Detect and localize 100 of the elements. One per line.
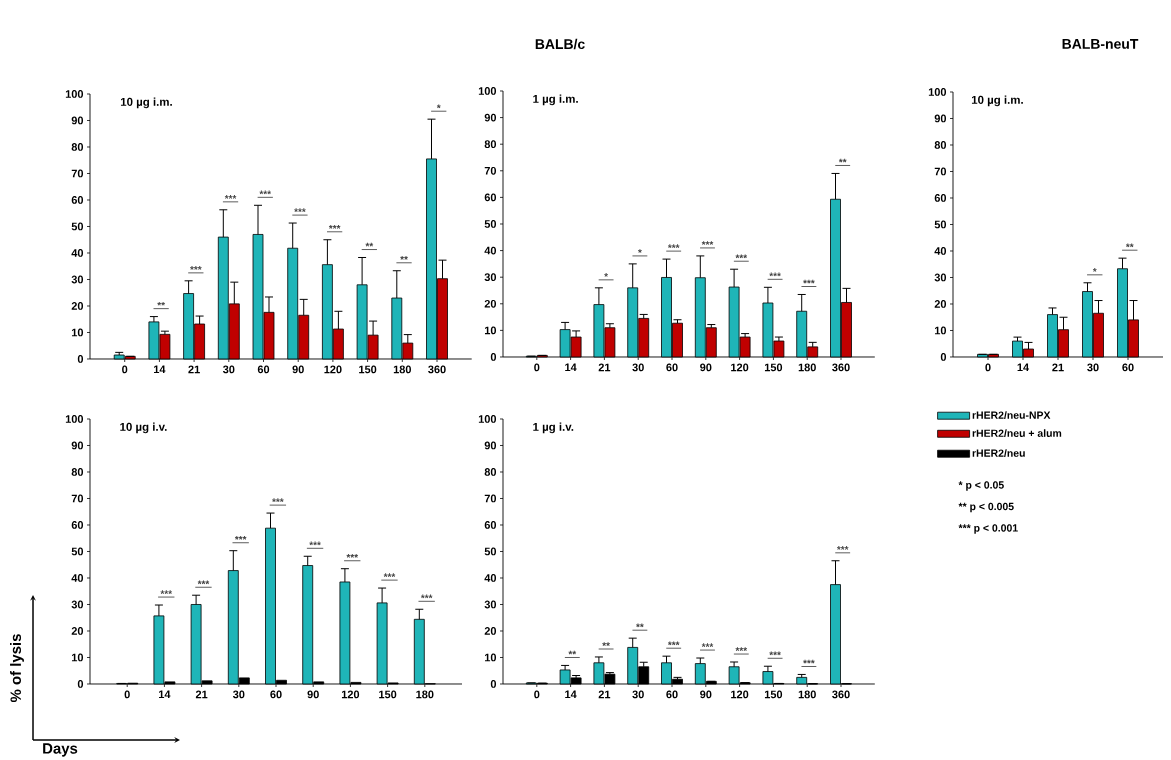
annotation: *** [294, 208, 306, 213]
y-tick-label: 90 [71, 116, 84, 125]
annotation: *** [234, 535, 247, 540]
y-tick-label: 70 [71, 494, 84, 503]
x-tick-label: 90 [700, 690, 712, 699]
annotation: *** [346, 554, 359, 558]
annotation: *** [272, 498, 284, 503]
annotation: ** [365, 242, 374, 247]
y-tick-label: 90 [71, 441, 84, 450]
x-tick-label: 14 [1017, 363, 1030, 372]
x-tick-label: 14 [159, 690, 171, 699]
y-tick-label: 50 [934, 220, 947, 229]
x-tick-label: 120 [341, 690, 360, 699]
y-tick-label: 0 [77, 680, 84, 688]
x-tick-label: 0 [534, 690, 540, 699]
annotation: *** [190, 266, 202, 270]
y-tick-label: 60 [934, 194, 947, 202]
annotation: *** [735, 254, 748, 259]
text: *** p < 0.001 [958, 524, 1018, 534]
y-tick-label: 70 [484, 494, 497, 503]
y-tick-label: 0 [490, 680, 497, 688]
annotation: *** [667, 641, 680, 646]
y-tick-label: 10 [934, 326, 947, 335]
annotation: *** [420, 594, 433, 599]
x-tick-label: 30 [232, 690, 245, 699]
x-tick-label: 360 [428, 365, 446, 374]
y-tick-label: 30 [484, 600, 497, 609]
x-tick-label: 180 [798, 363, 816, 372]
x-axis-title: Days [43, 743, 78, 757]
x-tick-label: 150 [764, 363, 783, 372]
annotation: *** [836, 546, 849, 550]
y-tick-label: 70 [484, 166, 497, 175]
y-tick-label: 10 [71, 328, 84, 337]
y-tick-label: 70 [71, 169, 84, 178]
y-tick-label: 100 [478, 415, 497, 423]
x-tick-label: 21 [598, 690, 611, 699]
annotation: *** [803, 659, 815, 664]
x-tick-label: 0 [122, 365, 128, 374]
x-tick-label: 30 [632, 690, 644, 699]
x-tick-label: 120 [324, 365, 342, 374]
y-tick-label: 90 [934, 114, 947, 123]
y-tick-label: 80 [71, 143, 84, 151]
x-tick-label: 360 [832, 363, 850, 372]
x-tick-label: 150 [359, 365, 377, 374]
y-tick-label: 20 [484, 627, 497, 635]
chart-title: 10 µg i.m. [120, 97, 172, 109]
x-tick-label: 21 [1052, 363, 1064, 372]
annotation: *** [803, 279, 815, 284]
text: ** p < 0.005 [958, 502, 1014, 513]
y-tick-label: 20 [71, 302, 84, 310]
y-tick-label: 80 [484, 140, 497, 149]
annotation: *** [328, 225, 341, 229]
y-tick-label: 60 [484, 521, 497, 529]
annotation: *** [259, 190, 272, 195]
annotation: *** [769, 651, 781, 656]
y-tick-label: 40 [934, 247, 947, 255]
x-tick-label: 60 [257, 365, 270, 374]
annotation: ** [1125, 243, 1134, 248]
y-axis-title: % of lysis [10, 634, 24, 703]
y-tick-label: 100 [478, 87, 497, 95]
legend-label: rHER2/neu-NPX [972, 411, 1051, 419]
y-tick-label: 20 [484, 299, 497, 308]
x-tick-label: 30 [632, 363, 644, 372]
y-tick-label: 60 [71, 196, 84, 204]
annotation: ** [636, 623, 644, 628]
text: BALB/c [535, 38, 585, 50]
y-tick-label: 0 [940, 353, 947, 361]
y-tick-label: 50 [484, 220, 497, 228]
annotation: ** [602, 642, 610, 646]
y-tick-label: 40 [484, 574, 497, 582]
annotation: ** [568, 650, 577, 655]
legend-label: rHER2/neu + alum [972, 429, 1062, 438]
annotation: *** [383, 573, 396, 578]
x-tick-label: 180 [416, 690, 434, 699]
x-tick-label: 360 [832, 690, 850, 699]
chart-title: 10 µg i.m. [971, 95, 1023, 107]
y-tick-label: 20 [71, 627, 84, 635]
annotation: *** [701, 643, 714, 648]
y-tick-label: 30 [71, 600, 84, 609]
annotation: *** [309, 541, 321, 546]
annotation: ** [838, 158, 847, 163]
y-tick-label: 40 [71, 574, 84, 582]
x-tick-label: 180 [798, 690, 816, 699]
text: * p < 0.05 [958, 481, 1004, 491]
x-tick-label: 60 [270, 690, 282, 699]
x-tick-label: 60 [666, 363, 678, 372]
annotation: *** [224, 195, 237, 199]
y-tick-label: 10 [484, 326, 497, 335]
annotation: *** [160, 590, 173, 595]
annotation: * [604, 273, 609, 277]
x-tick-label: 0 [534, 363, 540, 372]
x-tick-label: 14 [565, 690, 577, 699]
y-tick-label: 90 [484, 441, 497, 450]
y-tick-label: 0 [490, 353, 497, 361]
y-tick-label: 10 [484, 653, 497, 662]
y-tick-label: 100 [65, 415, 84, 423]
x-tick-label: 90 [307, 690, 319, 699]
y-tick-label: 90 [484, 113, 497, 122]
x-tick-label: 30 [222, 365, 235, 374]
annotation: * [637, 249, 642, 253]
